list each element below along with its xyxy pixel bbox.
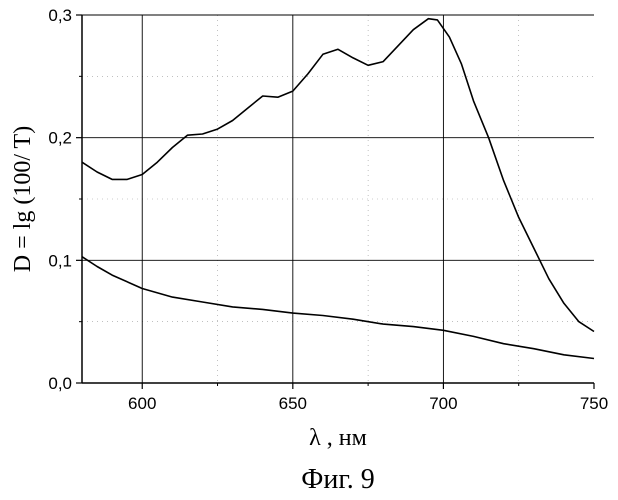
x-tick-label: 650 xyxy=(279,394,307,413)
x-axis-title: λ , нм xyxy=(309,425,367,451)
x-tick-label: 750 xyxy=(580,394,608,413)
x-tick-label: 700 xyxy=(429,394,457,413)
y-axis-title: D = lg (100/ T) xyxy=(10,126,36,272)
figure-caption: Фиг. 9 xyxy=(301,464,374,495)
y-tick-label: 0,1 xyxy=(48,251,72,270)
y-tick-label: 0,0 xyxy=(48,374,72,393)
y-tick-label: 0,2 xyxy=(48,129,72,148)
x-tick-label: 600 xyxy=(128,394,156,413)
y-tick-label: 0,3 xyxy=(48,6,72,25)
